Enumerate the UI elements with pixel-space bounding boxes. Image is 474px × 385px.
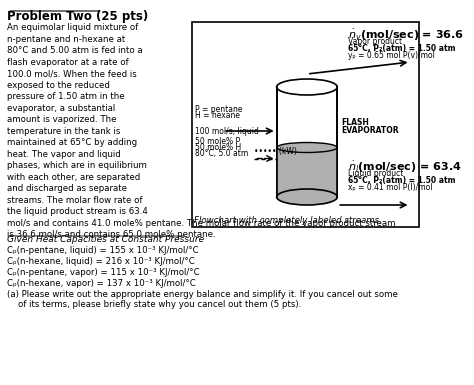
Text: (a) Please write out the appropriate energy balance and simplify it. If you canc: (a) Please write out the appropriate ene… — [7, 290, 398, 299]
Text: EVAPORATOR: EVAPORATOR — [341, 126, 399, 135]
Text: 80°C and 5.00 atm is fed into a: 80°C and 5.00 atm is fed into a — [7, 46, 143, 55]
Text: streams. The molar flow rate of: streams. The molar flow rate of — [7, 196, 143, 204]
Text: amount is vaporized. The: amount is vaporized. The — [7, 115, 117, 124]
Bar — [192, 22, 419, 227]
Text: Cₚ(n-pentane, liquid) = 155 x 10⁻³ KJ/mol/°C: Cₚ(n-pentane, liquid) = 155 x 10⁻³ KJ/mo… — [7, 246, 199, 255]
Text: 100.0 mol/s. When the feed is: 100.0 mol/s. When the feed is — [7, 69, 137, 78]
Text: temperature in the tank is: temperature in the tank is — [7, 127, 120, 136]
Text: ••••• (kW): ••••• (kW) — [255, 147, 297, 156]
Text: Given Heat Capacities at Constant Pressure: Given Heat Capacities at Constant Pressu… — [7, 235, 204, 244]
Text: Liquid product: Liquid product — [348, 169, 403, 178]
Text: Problem Two (25 pts): Problem Two (25 pts) — [7, 10, 148, 23]
Text: mol/s and contains 41.0 mole% pentane. The molar flow rate of the vapor product : mol/s and contains 41.0 mole% pentane. T… — [7, 219, 396, 228]
Text: n-pentane and n-hexane at: n-pentane and n-hexane at — [7, 35, 126, 44]
Text: phases, which are in equilibrium: phases, which are in equilibrium — [7, 161, 147, 170]
Ellipse shape — [277, 142, 337, 152]
Text: 50 mole% P: 50 mole% P — [195, 137, 240, 146]
Text: the liquid product stream is 63.4: the liquid product stream is 63.4 — [7, 207, 148, 216]
Text: H = hexane: H = hexane — [195, 111, 240, 120]
Text: FLASH: FLASH — [341, 118, 369, 127]
Bar — [277, 147, 337, 197]
Text: Cₚ(n-hexane, vapor) = 137 x 10⁻³ KJ/mol/°C: Cₚ(n-hexane, vapor) = 137 x 10⁻³ KJ/mol/… — [7, 279, 196, 288]
Text: 65°C, P₂(atm) = 1.50 atm: 65°C, P₂(atm) = 1.50 atm — [348, 176, 456, 185]
Text: maintained at 65°C by adding: maintained at 65°C by adding — [7, 138, 137, 147]
Text: of its terms, please briefly state why you cancel out them (5 pts).: of its terms, please briefly state why y… — [7, 300, 301, 309]
Text: evaporator, a substantial: evaporator, a substantial — [7, 104, 115, 112]
Text: Cₚ(n-hexane, liquid) = 216 x 10⁻³ KJ/mol/°C: Cₚ(n-hexane, liquid) = 216 x 10⁻³ KJ/mol… — [7, 257, 195, 266]
Text: pressure of 1.50 atm in the: pressure of 1.50 atm in the — [7, 92, 125, 101]
Text: with each other, are separated: with each other, are separated — [7, 172, 140, 181]
Text: P = pentane: P = pentane — [195, 105, 243, 114]
Text: 65°C, P₂(atm) = 1.50 atm: 65°C, P₂(atm) = 1.50 atm — [348, 44, 456, 53]
Text: 80°C, 5.0 atm: 80°C, 5.0 atm — [195, 149, 249, 158]
Text: is 36.6 mol/s and contains 65.0 mole% pentane.: is 36.6 mol/s and contains 65.0 mole% pe… — [7, 230, 216, 239]
Ellipse shape — [277, 189, 337, 205]
Ellipse shape — [277, 79, 337, 95]
Bar — [277, 87, 337, 197]
Text: yₚ = 0.65 mol P(v)/mol: yₚ = 0.65 mol P(v)/mol — [348, 51, 435, 60]
Text: exposed to the reduced: exposed to the reduced — [7, 80, 110, 89]
Text: $\dot{n}_v$(mol/sec) = 36.6: $\dot{n}_v$(mol/sec) = 36.6 — [348, 28, 464, 43]
Text: flash evaporator at a rate of: flash evaporator at a rate of — [7, 57, 129, 67]
Text: xₚ = 0.41 mol P(l)/mol: xₚ = 0.41 mol P(l)/mol — [348, 183, 432, 192]
Text: Cₚ(n-pentane, vapor) = 115 x 10⁻³ KJ/mol/°C: Cₚ(n-pentane, vapor) = 115 x 10⁻³ KJ/mol… — [7, 268, 200, 277]
Text: 100 mol/s, liquid: 100 mol/s, liquid — [195, 127, 259, 136]
Text: 50 mole% H: 50 mole% H — [195, 143, 242, 152]
Text: Flowchart with completely labeled streams.: Flowchart with completely labeled stream… — [194, 216, 382, 225]
Text: $\dot{n}_l$(mol/sec) = 63.4: $\dot{n}_l$(mol/sec) = 63.4 — [348, 160, 462, 175]
Text: An equimolar liquid mixture of: An equimolar liquid mixture of — [7, 23, 138, 32]
Text: and discharged as separate: and discharged as separate — [7, 184, 127, 193]
Text: heat. The vapor and liquid: heat. The vapor and liquid — [7, 149, 121, 159]
Text: Vapor product: Vapor product — [348, 37, 402, 46]
